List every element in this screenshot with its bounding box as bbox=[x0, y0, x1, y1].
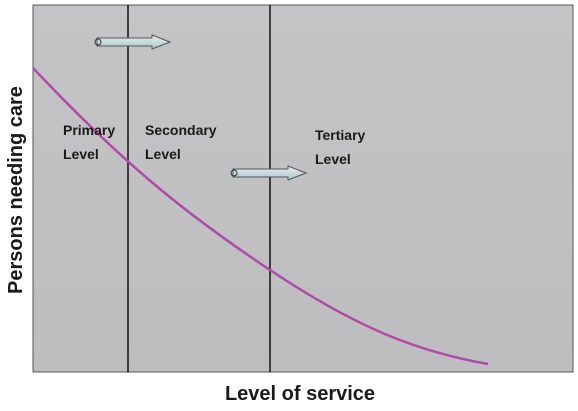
level-label: Level bbox=[145, 146, 181, 162]
arrow bbox=[230, 165, 308, 181]
level-label: Secondary bbox=[145, 122, 217, 138]
curve bbox=[32, 67, 489, 366]
level-label: Tertiary bbox=[315, 127, 366, 143]
plot-area bbox=[32, 4, 574, 373]
y-axis-label: Persons needing care bbox=[5, 86, 27, 294]
arrow bbox=[94, 34, 172, 50]
x-axis-label: Level of service bbox=[225, 383, 375, 405]
level-label: Primary bbox=[63, 122, 115, 138]
level-label: Level bbox=[315, 151, 351, 167]
level-label: Level bbox=[63, 146, 99, 162]
